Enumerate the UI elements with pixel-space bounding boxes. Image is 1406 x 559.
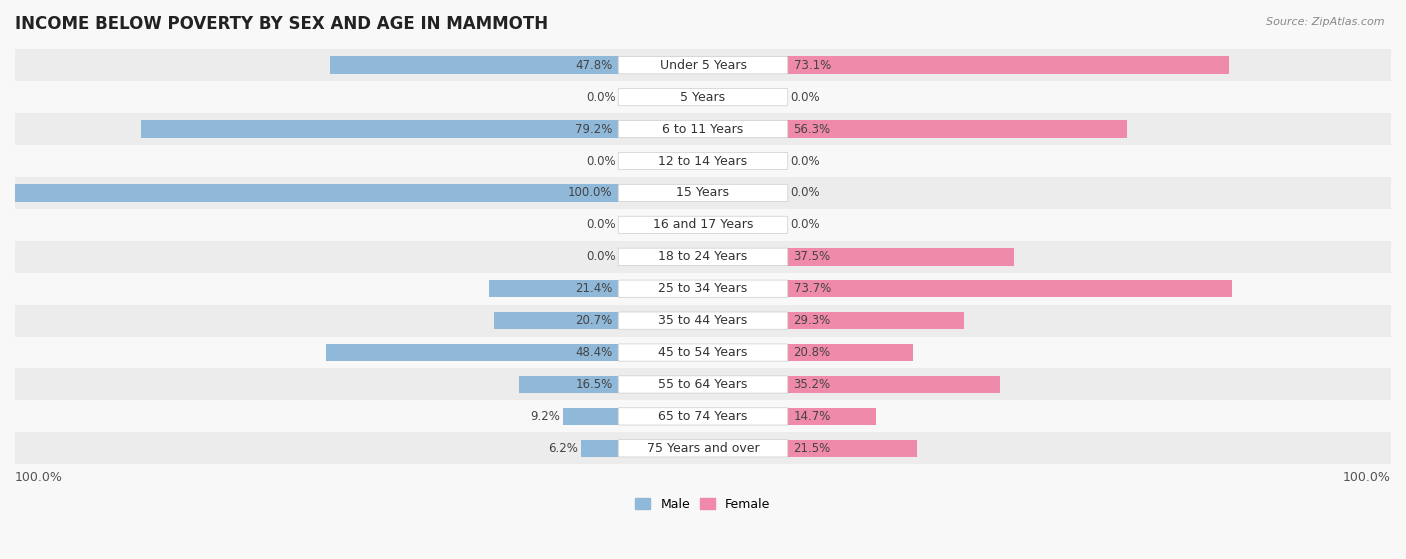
- FancyBboxPatch shape: [619, 56, 787, 74]
- Bar: [787, 344, 912, 361]
- Text: 0.0%: 0.0%: [790, 219, 820, 231]
- Text: 12 to 14 Years: 12 to 14 Years: [658, 154, 748, 168]
- FancyBboxPatch shape: [619, 440, 787, 457]
- Text: Source: ZipAtlas.com: Source: ZipAtlas.com: [1267, 17, 1385, 27]
- FancyBboxPatch shape: [619, 408, 787, 425]
- Text: 0.0%: 0.0%: [586, 219, 616, 231]
- Bar: [15, 145, 1391, 177]
- Text: 100.0%: 100.0%: [568, 186, 613, 200]
- FancyBboxPatch shape: [619, 344, 787, 361]
- FancyBboxPatch shape: [619, 184, 787, 202]
- Text: 20.7%: 20.7%: [575, 314, 613, 327]
- Bar: [787, 120, 1128, 138]
- Text: 9.2%: 9.2%: [530, 410, 560, 423]
- Bar: [787, 439, 917, 457]
- Text: INCOME BELOW POVERTY BY SEX AND AGE IN MAMMOTH: INCOME BELOW POVERTY BY SEX AND AGE IN M…: [15, 15, 548, 33]
- Text: 0.0%: 0.0%: [586, 91, 616, 103]
- Text: 21.5%: 21.5%: [793, 442, 831, 455]
- Bar: [15, 184, 619, 202]
- Text: 48.4%: 48.4%: [575, 346, 613, 359]
- FancyBboxPatch shape: [619, 216, 787, 234]
- Text: 73.7%: 73.7%: [793, 282, 831, 295]
- Text: 15 Years: 15 Years: [676, 186, 730, 200]
- Text: 29.3%: 29.3%: [793, 314, 831, 327]
- FancyBboxPatch shape: [619, 120, 787, 138]
- Bar: [15, 305, 1391, 337]
- Bar: [15, 400, 1391, 432]
- Text: 0.0%: 0.0%: [586, 154, 616, 168]
- Text: 55 to 64 Years: 55 to 64 Years: [658, 378, 748, 391]
- FancyBboxPatch shape: [619, 153, 787, 169]
- Text: 47.8%: 47.8%: [575, 59, 613, 72]
- Bar: [581, 439, 619, 457]
- Text: 14.7%: 14.7%: [793, 410, 831, 423]
- FancyBboxPatch shape: [619, 88, 787, 106]
- Bar: [787, 56, 1229, 74]
- Bar: [141, 120, 619, 138]
- Text: 6.2%: 6.2%: [548, 442, 578, 455]
- Bar: [15, 81, 1391, 113]
- FancyBboxPatch shape: [619, 248, 787, 266]
- Text: 35 to 44 Years: 35 to 44 Years: [658, 314, 748, 327]
- Bar: [562, 408, 619, 425]
- Text: 5 Years: 5 Years: [681, 91, 725, 103]
- Text: 21.4%: 21.4%: [575, 282, 613, 295]
- Text: 65 to 74 Years: 65 to 74 Years: [658, 410, 748, 423]
- Legend: Male, Female: Male, Female: [630, 492, 776, 516]
- Text: 100.0%: 100.0%: [15, 471, 63, 484]
- Bar: [15, 241, 1391, 273]
- Text: Under 5 Years: Under 5 Years: [659, 59, 747, 72]
- FancyBboxPatch shape: [619, 280, 787, 297]
- FancyBboxPatch shape: [619, 376, 787, 393]
- Bar: [787, 312, 965, 329]
- Text: 0.0%: 0.0%: [586, 250, 616, 263]
- Text: 56.3%: 56.3%: [793, 122, 831, 136]
- Bar: [15, 337, 1391, 368]
- Bar: [15, 273, 1391, 305]
- Bar: [15, 177, 1391, 209]
- Text: 35.2%: 35.2%: [793, 378, 831, 391]
- Bar: [489, 280, 619, 297]
- Bar: [787, 408, 876, 425]
- Text: 37.5%: 37.5%: [793, 250, 831, 263]
- Bar: [15, 113, 1391, 145]
- FancyBboxPatch shape: [619, 312, 787, 329]
- Bar: [15, 209, 1391, 241]
- Bar: [326, 344, 619, 361]
- Text: 16 and 17 Years: 16 and 17 Years: [652, 219, 754, 231]
- Text: 6 to 11 Years: 6 to 11 Years: [662, 122, 744, 136]
- Bar: [787, 376, 1000, 393]
- Text: 45 to 54 Years: 45 to 54 Years: [658, 346, 748, 359]
- Text: 73.1%: 73.1%: [793, 59, 831, 72]
- Bar: [519, 376, 619, 393]
- Text: 79.2%: 79.2%: [575, 122, 613, 136]
- Bar: [494, 312, 619, 329]
- Text: 18 to 24 Years: 18 to 24 Years: [658, 250, 748, 263]
- Text: 16.5%: 16.5%: [575, 378, 613, 391]
- Bar: [15, 49, 1391, 81]
- Bar: [787, 248, 1014, 266]
- Text: 0.0%: 0.0%: [790, 154, 820, 168]
- Text: 25 to 34 Years: 25 to 34 Years: [658, 282, 748, 295]
- Text: 20.8%: 20.8%: [793, 346, 831, 359]
- Text: 100.0%: 100.0%: [1343, 471, 1391, 484]
- Bar: [15, 368, 1391, 400]
- Bar: [15, 432, 1391, 465]
- Bar: [330, 56, 619, 74]
- Text: 0.0%: 0.0%: [790, 186, 820, 200]
- Text: 75 Years and over: 75 Years and over: [647, 442, 759, 455]
- Bar: [787, 280, 1232, 297]
- Text: 0.0%: 0.0%: [790, 91, 820, 103]
